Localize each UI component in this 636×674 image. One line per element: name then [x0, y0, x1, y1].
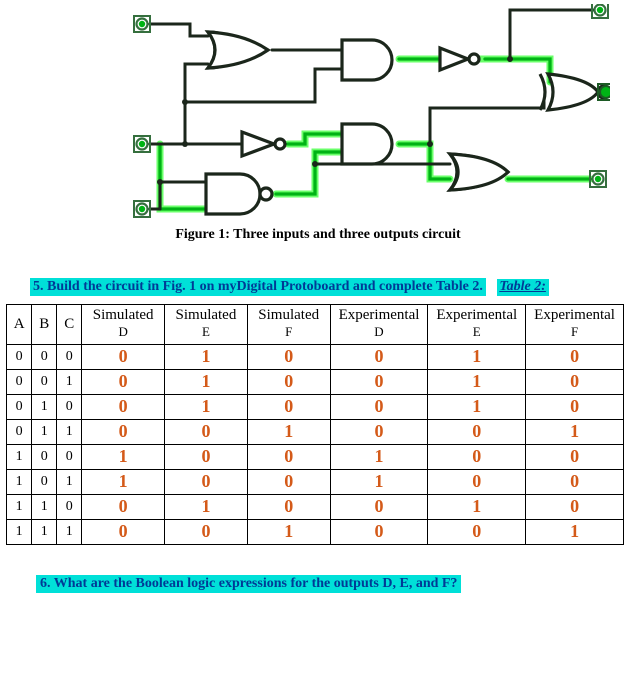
sim-value: 0 — [82, 519, 165, 544]
exp-value: 0 — [330, 344, 428, 369]
exp-value: 1 — [428, 369, 526, 394]
sim-value: 1 — [165, 494, 248, 519]
table-row: 001010010 — [7, 369, 624, 394]
exp-value: 0 — [428, 469, 526, 494]
exp-value: 1 — [428, 394, 526, 419]
input-bit: 0 — [32, 469, 57, 494]
input-bit: 1 — [32, 519, 57, 544]
col-B: B — [32, 305, 57, 345]
input-bit: 1 — [7, 469, 32, 494]
col-simE: SimulatedE — [165, 305, 248, 345]
table-row: 010010010 — [7, 394, 624, 419]
exp-value: 1 — [330, 469, 428, 494]
table-row: 111001001 — [7, 519, 624, 544]
input-bit: 0 — [32, 369, 57, 394]
table-row: 101100100 — [7, 469, 624, 494]
input-bit: 0 — [7, 394, 32, 419]
input-bit: 0 — [7, 369, 32, 394]
sim-value: 0 — [82, 494, 165, 519]
exp-value: 0 — [526, 394, 624, 419]
circuit-diagram — [90, 4, 610, 219]
sim-value: 1 — [165, 369, 248, 394]
input-bit: 0 — [32, 444, 57, 469]
exp-value: 1 — [330, 444, 428, 469]
input-bit: 0 — [57, 494, 82, 519]
sim-value: 0 — [82, 344, 165, 369]
sim-value: 0 — [165, 444, 248, 469]
sim-value: 0 — [82, 394, 165, 419]
input-bit: 1 — [7, 519, 32, 544]
truth-table: A B C SimulatedD SimulatedE SimulatedF E… — [6, 304, 624, 545]
exp-value: 0 — [330, 494, 428, 519]
instruction-5: 5. Build the circuit in Fig. 1 on myDigi… — [30, 278, 486, 296]
sim-value: 1 — [82, 444, 165, 469]
input-bit: 1 — [57, 369, 82, 394]
col-expF: ExperimentalF — [526, 305, 624, 345]
table-row: 000010010 — [7, 344, 624, 369]
exp-value: 1 — [526, 519, 624, 544]
table-row: 011001001 — [7, 419, 624, 444]
col-simD: SimulatedD — [82, 305, 165, 345]
exp-value: 1 — [526, 419, 624, 444]
sim-value: 0 — [247, 344, 330, 369]
input-bit: 1 — [7, 444, 32, 469]
exp-value: 0 — [330, 419, 428, 444]
exp-value: 1 — [428, 494, 526, 519]
question-6: 6. What are the Boolean logic expression… — [36, 575, 636, 593]
figure-caption: Figure 1: Three inputs and three outputs… — [0, 227, 636, 243]
exp-value: 0 — [428, 519, 526, 544]
exp-value: 0 — [526, 444, 624, 469]
sim-value: 0 — [82, 419, 165, 444]
sim-value: 1 — [165, 394, 248, 419]
sim-value: 0 — [165, 419, 248, 444]
input-bit: 0 — [32, 344, 57, 369]
input-bit: 1 — [57, 469, 82, 494]
col-expE: ExperimentalE — [428, 305, 526, 345]
sim-value: 1 — [247, 519, 330, 544]
exp-value: 0 — [330, 369, 428, 394]
exp-value: 0 — [526, 469, 624, 494]
exp-value: 0 — [330, 519, 428, 544]
col-expD: ExperimentalD — [330, 305, 428, 345]
col-C: C — [57, 305, 82, 345]
exp-value: 1 — [428, 344, 526, 369]
sim-value: 0 — [247, 444, 330, 469]
input-bit: 1 — [7, 494, 32, 519]
sim-value: 0 — [247, 369, 330, 394]
exp-value: 0 — [428, 419, 526, 444]
sim-value: 0 — [165, 469, 248, 494]
sim-value: 0 — [82, 369, 165, 394]
exp-value: 0 — [526, 344, 624, 369]
exp-value: 0 — [526, 369, 624, 394]
input-bit: 1 — [32, 494, 57, 519]
sim-value: 0 — [247, 494, 330, 519]
exp-value: 0 — [526, 494, 624, 519]
table-row: 110010010 — [7, 494, 624, 519]
sim-value: 1 — [165, 344, 248, 369]
sim-value: 1 — [82, 469, 165, 494]
table-row: 100100100 — [7, 444, 624, 469]
exp-value: 0 — [428, 444, 526, 469]
input-bit: 0 — [57, 394, 82, 419]
input-bit: 1 — [32, 419, 57, 444]
input-bit: 1 — [57, 419, 82, 444]
input-bit: 0 — [57, 344, 82, 369]
sim-value: 0 — [247, 394, 330, 419]
input-bit: 1 — [57, 519, 82, 544]
col-simF: SimulatedF — [247, 305, 330, 345]
input-bit: 0 — [7, 419, 32, 444]
col-A: A — [7, 305, 32, 345]
exp-value: 0 — [330, 394, 428, 419]
sim-value: 1 — [247, 419, 330, 444]
table-2-label: Table 2: — [497, 279, 549, 296]
input-bit: 0 — [57, 444, 82, 469]
sim-value: 0 — [247, 469, 330, 494]
input-bit: 0 — [7, 344, 32, 369]
sim-value: 0 — [165, 519, 248, 544]
input-bit: 1 — [32, 394, 57, 419]
